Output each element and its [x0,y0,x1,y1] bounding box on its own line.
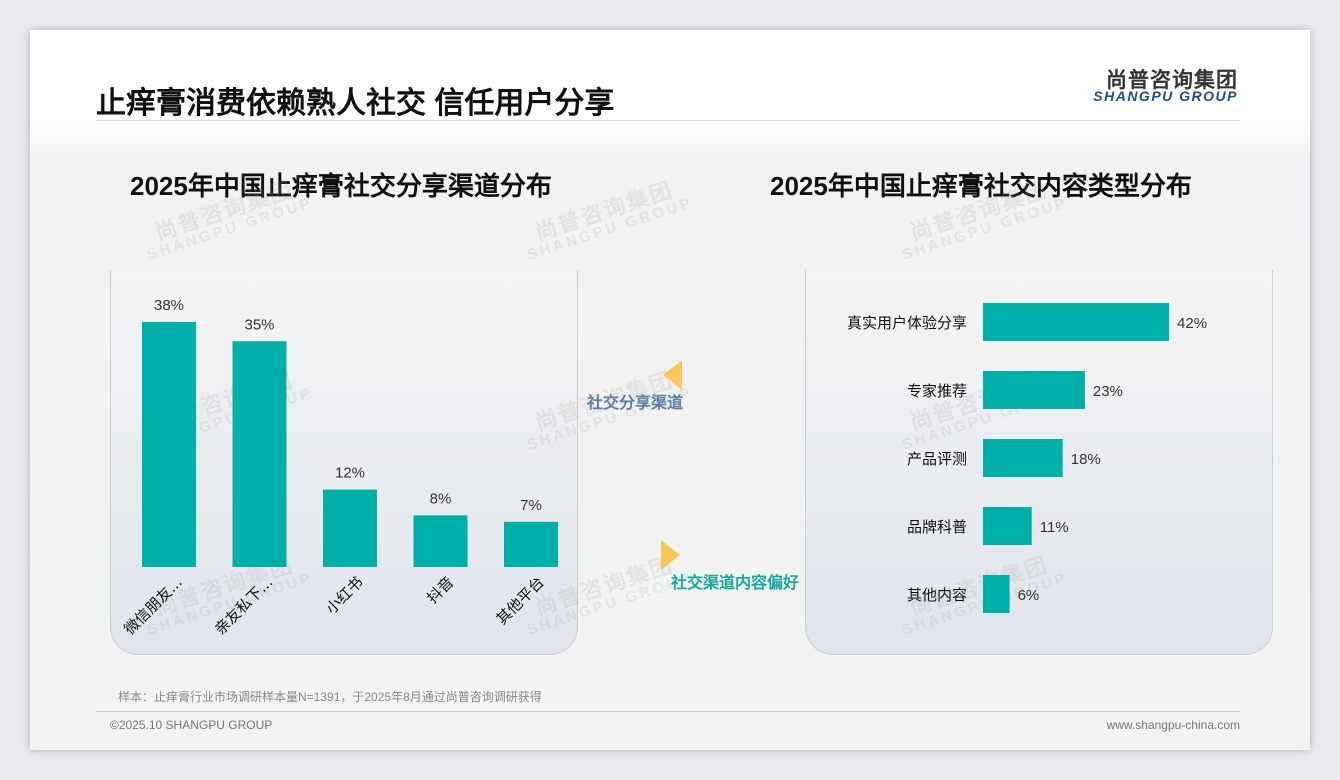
bar [323,489,377,567]
category-label: 亲友私下... [211,573,276,638]
footer-divider [96,711,1240,712]
bar [142,321,196,567]
category-label: 专家推荐 [907,382,967,400]
connector-label-content: 社交渠道内容偏好 [671,575,800,592]
bar [983,439,1063,477]
charts-svg: 38% 微信朋友... 35% 亲友私下... 12% 小红书 8% 抖音 7% 其他平台 42% 真… [121,297,1208,638]
divider [96,120,1240,121]
category-label: 真实用户体验分享 [847,314,967,332]
page-title: 止痒膏消费依赖熟人社交 信任用户分享 [96,87,615,120]
bar [232,341,287,567]
data-label: 11% [1040,519,1069,536]
category-label: 微信朋友... [121,573,186,638]
arrow-left-icon [663,360,682,390]
right-chart-title: 2025年中国止痒膏社交内容类型分布 [770,171,1192,201]
data-label: 42% [1177,315,1207,332]
website-link[interactable]: www.shangpu-china.com [1106,718,1240,732]
category-label: 小红书 [322,573,367,618]
slide: 止痒膏消费依赖熟人社交 信任用户分享 尚普咨询集团 SHANGPU GROUP … [30,30,1310,750]
logo-cn: 尚普咨询集团 [1106,69,1238,92]
arrow-right-icon [661,540,680,570]
data-label: 8% [430,490,452,507]
bar [413,515,468,567]
copyright: ©2025.10 SHANGPU GROUP [110,718,273,732]
connector-label-channel: 社交分享渠道 [587,395,684,412]
data-label: 35% [244,316,274,333]
bar [983,575,1010,613]
category-label: 产品评测 [907,450,967,468]
data-label: 18% [1071,451,1101,468]
category-label: 抖音 [423,573,457,607]
data-label: 12% [335,465,365,482]
category-label: 品牌科普 [907,518,967,536]
bar [983,507,1032,545]
data-label: 6% [1018,587,1040,604]
category-label: 其他平台 [493,573,548,628]
data-label: 23% [1093,383,1123,400]
data-label: 7% [520,497,542,514]
sample-note: 样本：止痒膏行业市场调研样本量N=1391，于2025年8月通过尚普咨询调研获得 [118,690,542,704]
logo-en: SHANGPU GROUP [1093,88,1238,104]
data-label: 38% [154,297,184,314]
bar [983,303,1170,341]
category-label: 其他内容 [907,586,967,604]
left-chart-title: 2025年中国止痒膏社交分享渠道分布 [130,171,552,201]
bar [504,521,558,567]
bar [983,371,1085,409]
